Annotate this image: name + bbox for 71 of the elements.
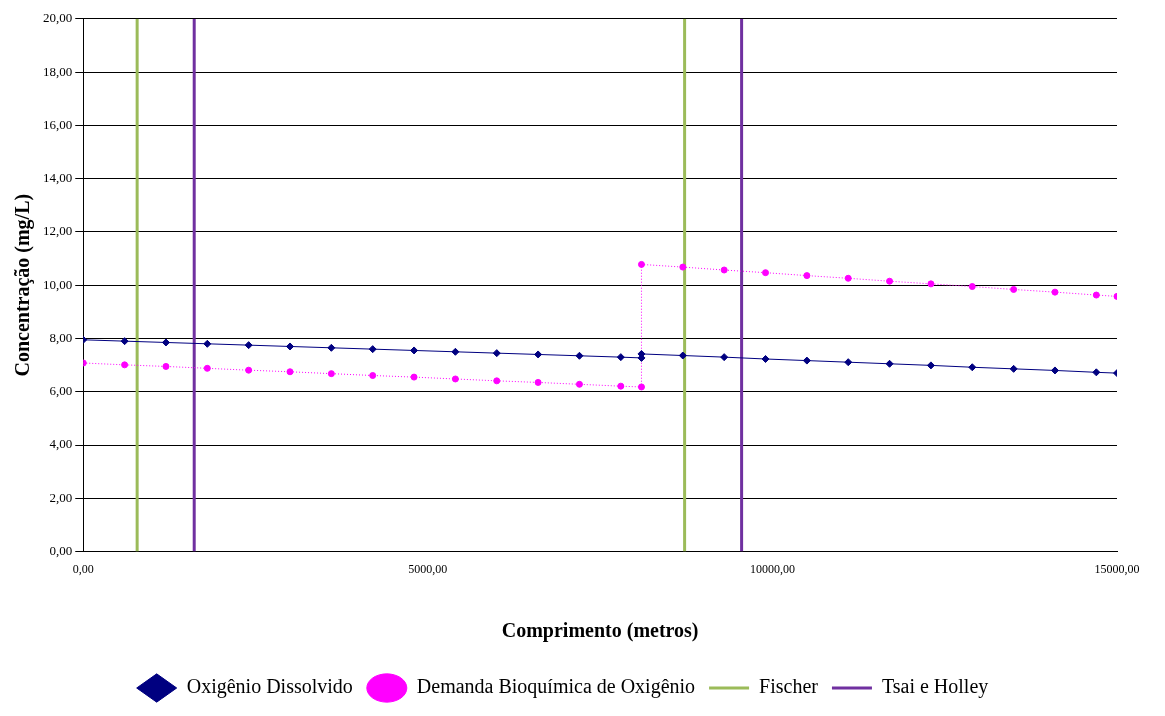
point <box>802 356 811 365</box>
point <box>534 350 543 359</box>
point <box>120 337 129 346</box>
point <box>886 277 894 285</box>
point <box>244 341 253 350</box>
x-tick-label: 5000,00 <box>408 561 448 576</box>
y-tick-label: 16,00 <box>43 116 73 132</box>
point <box>1009 364 1018 373</box>
point <box>575 380 583 388</box>
y-tick-label: 0,00 <box>49 543 73 559</box>
point <box>1051 288 1059 296</box>
point <box>968 363 977 372</box>
y-tick-label: 20,00 <box>43 10 73 26</box>
y-tick-label: 18,00 <box>43 63 73 79</box>
point <box>637 260 645 268</box>
point <box>617 382 625 390</box>
point <box>493 377 501 385</box>
point <box>678 351 687 360</box>
point <box>327 343 336 352</box>
point <box>410 373 418 381</box>
point <box>720 266 728 274</box>
y-tick-label: 12,00 <box>43 223 73 239</box>
x-tick-label: 10000,00 <box>749 561 795 576</box>
x-axis-title: Comprimento (metros) <box>501 619 699 643</box>
point <box>327 370 335 378</box>
point <box>1010 285 1018 293</box>
point <box>203 339 212 348</box>
point <box>368 345 377 354</box>
point <box>451 347 460 356</box>
point <box>926 361 935 370</box>
point <box>616 353 625 362</box>
point <box>844 274 852 282</box>
y-tick-label: 2,00 <box>49 489 73 505</box>
point <box>410 346 419 355</box>
point <box>203 364 211 372</box>
point <box>534 378 542 386</box>
point <box>762 269 770 277</box>
point <box>1092 368 1101 377</box>
point <box>162 362 170 370</box>
point <box>761 354 770 363</box>
point <box>575 351 584 360</box>
point <box>161 338 170 347</box>
point <box>121 361 129 369</box>
point <box>844 358 853 367</box>
point <box>968 283 976 291</box>
legend-label: Tsai e Holley <box>881 675 989 699</box>
y-tick-label: 8,00 <box>49 329 73 345</box>
point <box>451 375 459 383</box>
point <box>885 359 894 368</box>
y-tick-label: 14,00 <box>43 170 73 186</box>
point <box>1092 291 1100 299</box>
y-tick-label: 10,00 <box>43 276 73 292</box>
point <box>1050 366 1059 375</box>
x-tick-label: 0,00 <box>72 561 94 576</box>
y-axis-title: Concentração (mg/L) <box>11 193 35 377</box>
point <box>286 368 294 376</box>
legend-label: Fischer <box>759 675 819 698</box>
point <box>679 263 687 271</box>
point <box>286 342 294 351</box>
point <box>637 383 645 391</box>
point <box>803 272 811 280</box>
point <box>369 372 377 380</box>
point <box>245 366 253 374</box>
y-tick-label: 4,00 <box>49 436 73 452</box>
x-tick-label: 15000,00 <box>1094 561 1140 576</box>
legend-label: Oxigênio Dissolvido <box>186 675 353 699</box>
point <box>927 280 935 288</box>
point <box>492 349 501 358</box>
y-tick-label: 6,00 <box>49 383 73 399</box>
legend-label: Demanda Bioquímica de Oxigênio <box>416 675 696 699</box>
point <box>720 353 729 362</box>
